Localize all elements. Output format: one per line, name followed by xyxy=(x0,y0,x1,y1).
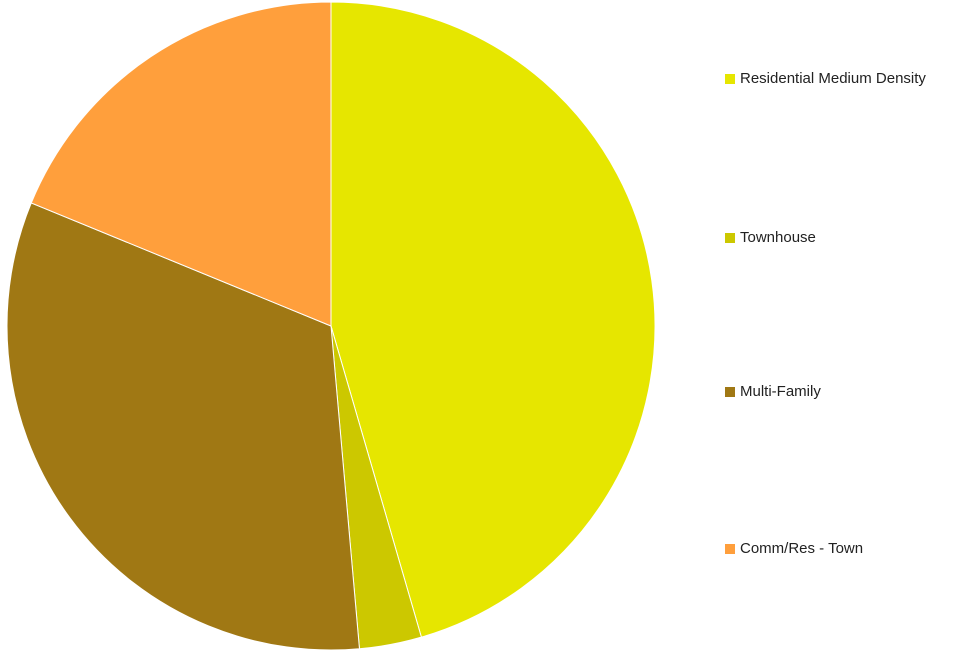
legend-label-residential-medium-density: Residential Medium Density xyxy=(740,70,926,87)
legend-item-residential-medium-density: Residential Medium Density xyxy=(725,70,926,88)
pie-slice-comm-res-town xyxy=(30,1,332,327)
pie-slice-multi-family xyxy=(6,202,361,651)
legend-item-comm-res-town: Comm/Res - Town xyxy=(725,540,863,558)
legend-item-multi-family: Multi-Family xyxy=(725,383,821,401)
legend-label-comm-res-town: Comm/Res - Town xyxy=(740,540,864,557)
legend-label-multi-family: Multi-Family xyxy=(740,383,821,400)
legend-swatch-townhouse xyxy=(725,233,735,243)
chart-legend: Residential Medium Density Townhouse Mul… xyxy=(725,0,977,651)
legend-swatch-comm-res-town xyxy=(725,544,735,554)
legend-label-townhouse: Townhouse xyxy=(740,229,816,246)
legend-item-townhouse: Townhouse xyxy=(725,229,816,247)
legend-swatch-multi-family xyxy=(725,387,735,397)
pie-slice-residential-medium-density xyxy=(330,1,656,638)
legend-swatch-residential-medium-density xyxy=(725,74,735,84)
